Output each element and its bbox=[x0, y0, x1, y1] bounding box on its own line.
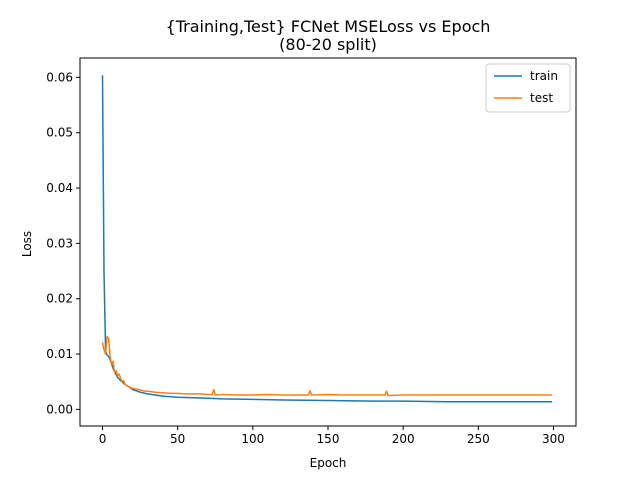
y-tick-label: 0.04 bbox=[46, 181, 73, 195]
y-tick-label: 0.01 bbox=[46, 347, 73, 361]
y-tick-label: 0.03 bbox=[46, 236, 73, 250]
y-tick-label: 0.05 bbox=[46, 126, 73, 140]
x-tick-label: 200 bbox=[392, 432, 415, 446]
x-tick-label: 300 bbox=[542, 432, 565, 446]
y-tick-label: 0.06 bbox=[46, 70, 73, 84]
plot-area: 0 50 100 150 200 250 300 0.00 0.01 0.02 0.03 0.04 0.… bbox=[46, 57, 577, 446]
legend: train test bbox=[485, 63, 571, 113]
chart-title-line2: (80-20 split) bbox=[279, 35, 377, 54]
x-tick-label: 150 bbox=[317, 432, 340, 446]
legend-label-train: train bbox=[530, 69, 558, 83]
y-tick-label: 0.00 bbox=[46, 402, 73, 416]
x-axis-label: Epoch bbox=[310, 456, 347, 470]
legend-label-test: test bbox=[530, 91, 553, 105]
x-tick-label: 50 bbox=[170, 432, 185, 446]
x-tick-label: 0 bbox=[99, 432, 107, 446]
x-tick-label: 250 bbox=[467, 432, 490, 446]
y-axis-label: Loss bbox=[20, 231, 34, 257]
chart-title-line1: {Training,Test} FCNet MSELoss vs Epoch bbox=[166, 17, 491, 36]
series-line-test bbox=[101, 335, 552, 397]
x-tick-label: 100 bbox=[241, 432, 264, 446]
y-tick-label: 0.02 bbox=[46, 292, 73, 306]
